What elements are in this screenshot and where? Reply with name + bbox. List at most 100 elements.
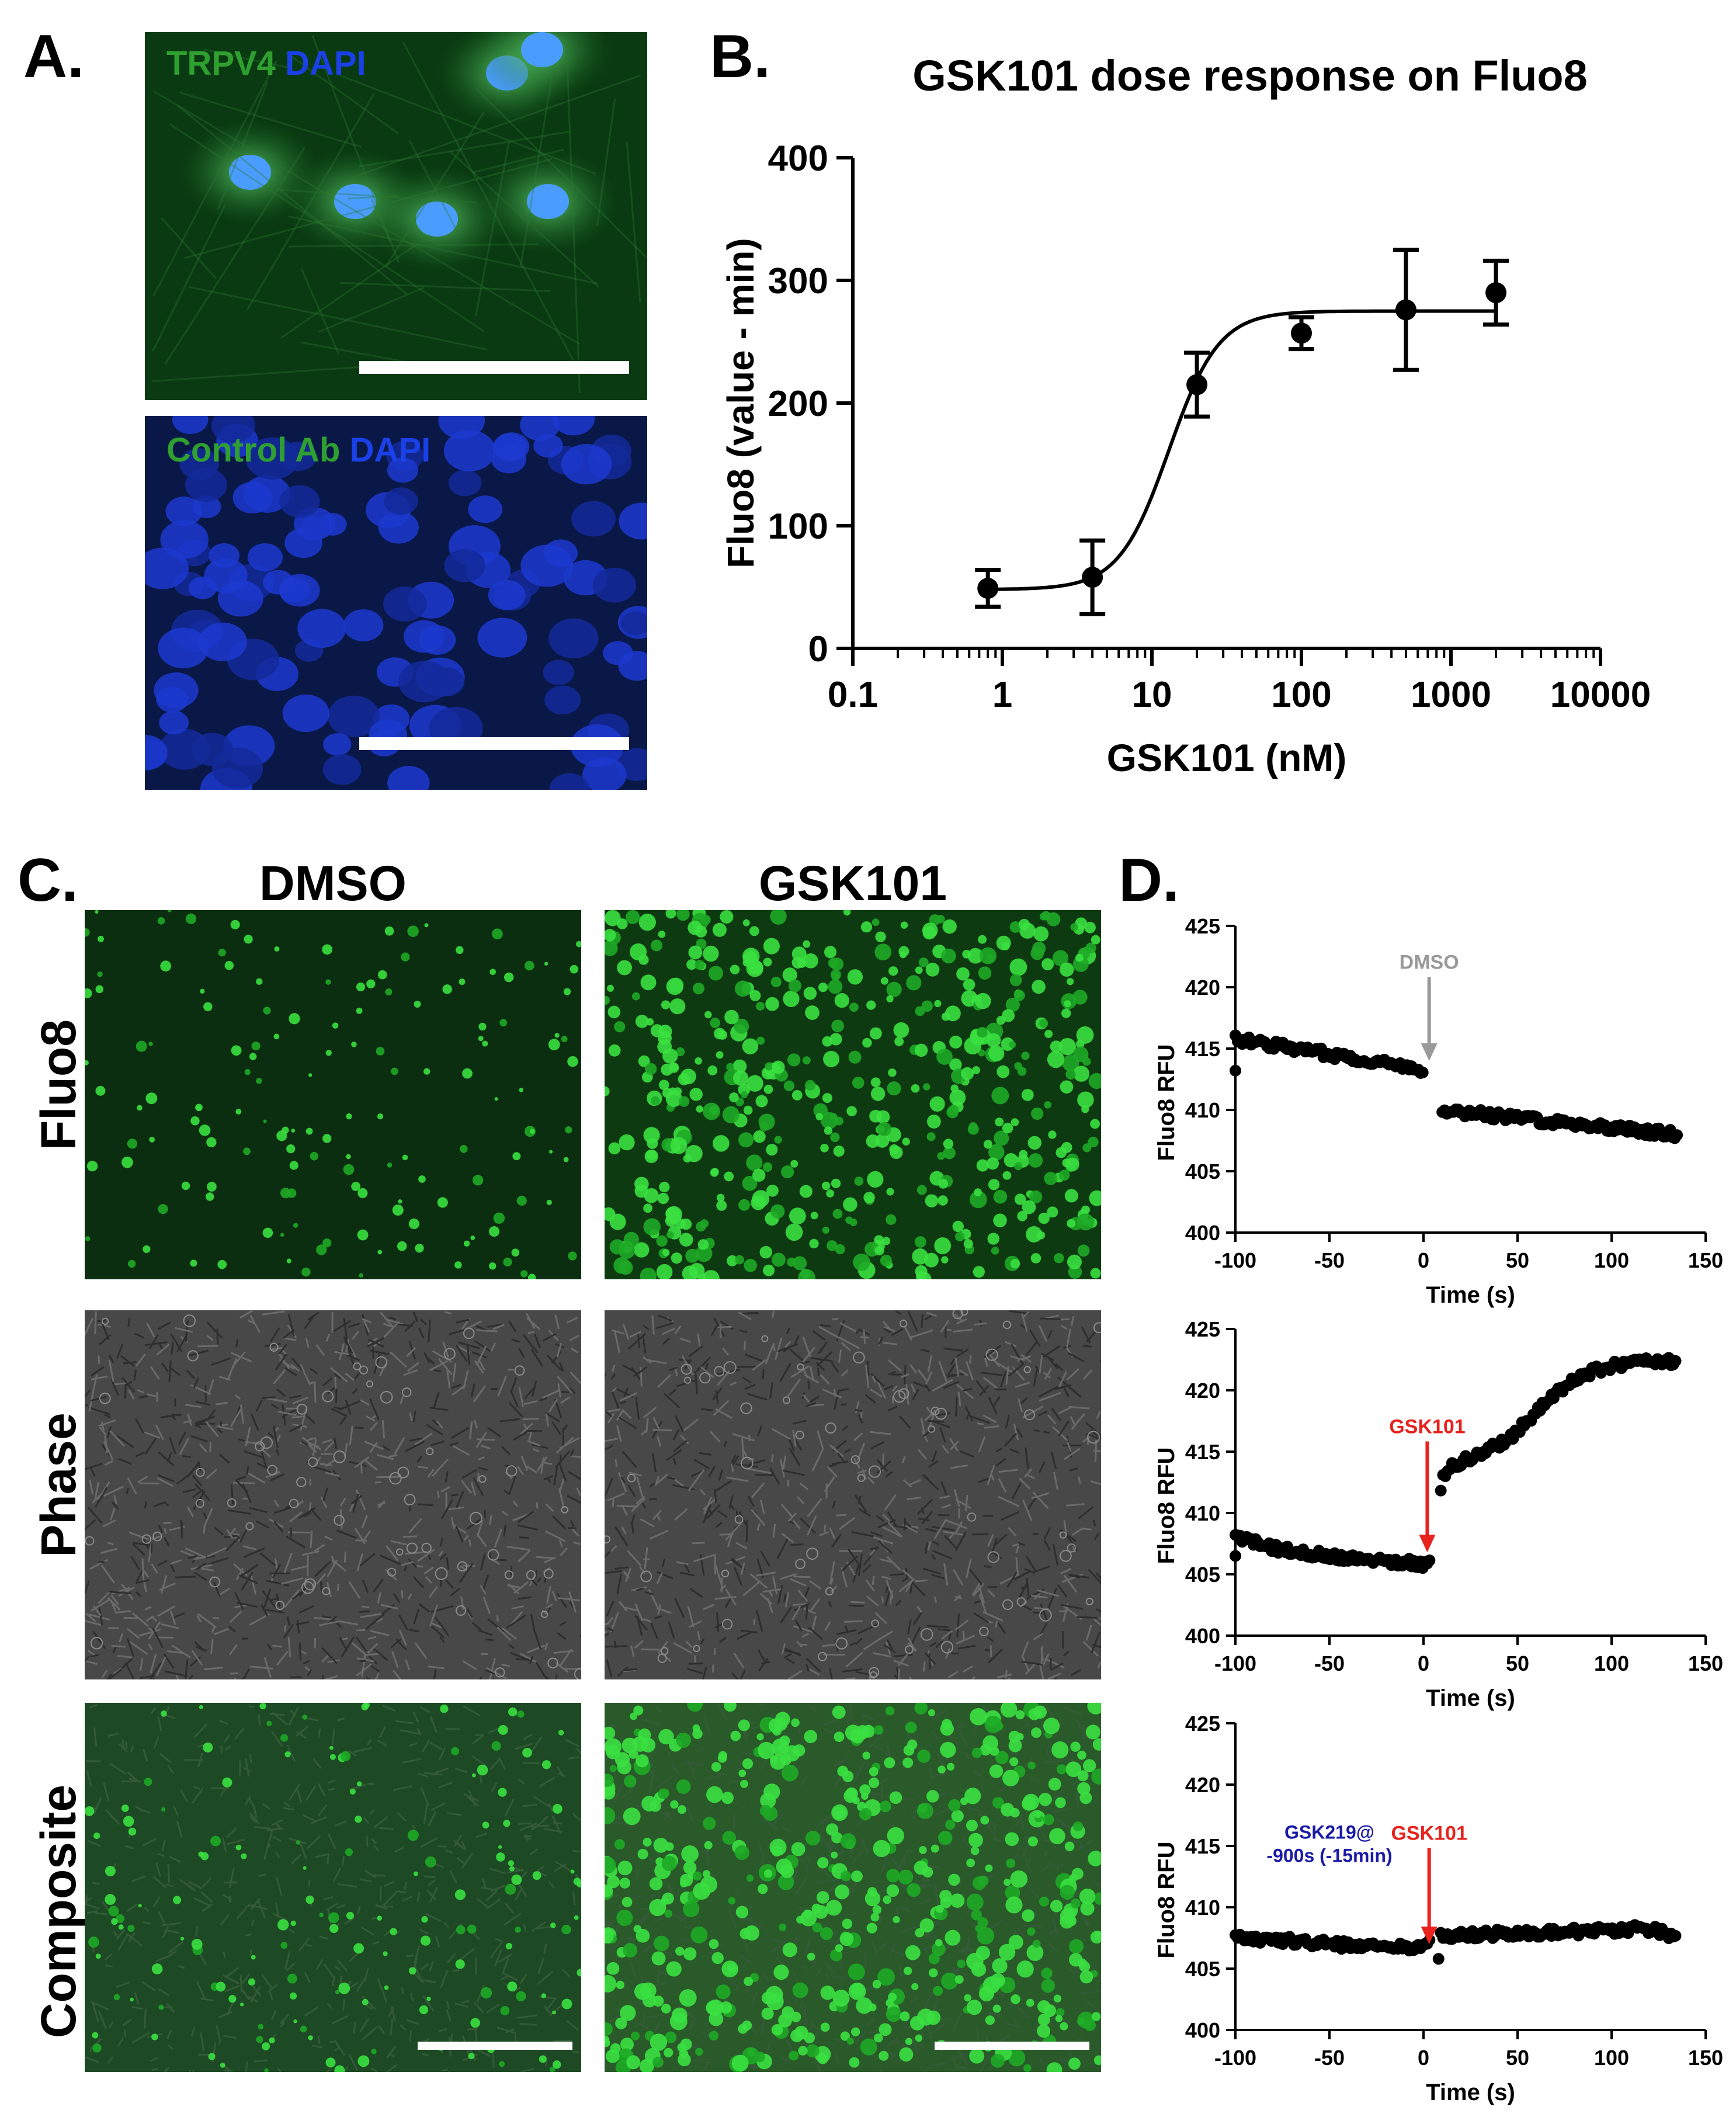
micrograph-gsk101-fluo8 bbox=[605, 910, 1101, 1279]
x-tick-label: 100 bbox=[1271, 675, 1331, 715]
label-blue-part: DAPI bbox=[349, 431, 431, 469]
y-tick-label: 410 bbox=[1185, 1098, 1220, 1122]
y-tick-label: 400 bbox=[1185, 1624, 1220, 1648]
label-green-part: TRPV4 bbox=[166, 44, 276, 82]
time-course-chart-dmso: 400 405 410 415 420 425 -100 -50 0 50 100 150 Time (… bbox=[1127, 911, 1723, 1320]
data-point bbox=[1395, 299, 1416, 321]
y-tick-label: 400 bbox=[1185, 1221, 1220, 1245]
y-tick-label: 425 bbox=[1185, 914, 1220, 938]
data-point bbox=[1230, 1064, 1241, 1077]
y-tick-label: 420 bbox=[1185, 1379, 1220, 1403]
y-axis-label: Fluo8 RFU bbox=[1154, 1044, 1179, 1161]
x-tick-label: -50 bbox=[1314, 1248, 1345, 1272]
x-tick-label: 10000 bbox=[1550, 675, 1651, 715]
y-tick-label: 415 bbox=[1185, 1834, 1220, 1858]
panel-letter-b: B. bbox=[710, 23, 770, 91]
x-tick-label: 0.1 bbox=[828, 675, 878, 715]
micrograph-texture bbox=[152, 32, 647, 393]
data-point bbox=[1416, 1066, 1429, 1078]
data-point bbox=[977, 578, 999, 599]
y-tick-label: 425 bbox=[1185, 1712, 1220, 1736]
y-tick-label: 0 bbox=[808, 629, 828, 669]
y-axis-label: Fluo8 (value - min) bbox=[720, 238, 762, 568]
data-point bbox=[1669, 1355, 1682, 1367]
x-tick-label: -50 bbox=[1314, 1651, 1345, 1675]
x-tick-label: 50 bbox=[1506, 1248, 1529, 1272]
micrograph-dmso-composite bbox=[85, 1703, 581, 2072]
y-axis-label: Fluo8 RFU bbox=[1154, 1448, 1179, 1564]
x-tick-label: 100 bbox=[1594, 1248, 1629, 1272]
micrograph-texture bbox=[605, 1703, 1101, 2072]
y-tick-label: 420 bbox=[1185, 976, 1220, 999]
x-axis-label: Time (s) bbox=[1426, 2080, 1515, 2105]
x-tick-label: 100 bbox=[1594, 1651, 1629, 1675]
data-point bbox=[1230, 1550, 1241, 1562]
data-point bbox=[1669, 1929, 1682, 1942]
x-tick-label: 100 bbox=[1594, 2046, 1629, 2070]
annotation-arrowhead bbox=[1421, 1043, 1438, 1061]
annotation-label: GSK101 bbox=[1391, 1823, 1467, 1845]
x-tick-label: 150 bbox=[1688, 1248, 1723, 1272]
scale-bar bbox=[359, 361, 629, 374]
micrograph-label-trpv4: TRPV4 DAPI bbox=[166, 47, 366, 81]
y-tick-label: 405 bbox=[1185, 1563, 1220, 1587]
data-points bbox=[1230, 1352, 1682, 1574]
data-point bbox=[1432, 1953, 1445, 1965]
scale-bar bbox=[418, 2042, 572, 2050]
row-label-phase: Phase bbox=[31, 1413, 86, 1557]
y-tick-label: 400 bbox=[768, 138, 828, 179]
micrograph-texture bbox=[605, 1310, 1101, 1679]
x-tick-label: -100 bbox=[1214, 1651, 1256, 1675]
x-tick-label: 0 bbox=[1418, 1651, 1429, 1675]
micrograph-control-dapi bbox=[145, 416, 647, 790]
annotation-arrowhead bbox=[1421, 1927, 1438, 1944]
time-course-chart-gsk219-gsk101: 400 405 410 415 420 425 -100 -50 0 50 100 150 Time (… bbox=[1127, 1709, 1723, 2117]
data-point bbox=[1082, 567, 1103, 588]
micrograph-gsk101-phase bbox=[605, 1310, 1101, 1679]
x-tick-label: 1 bbox=[992, 675, 1012, 715]
y-tick-label: 415 bbox=[1185, 1037, 1220, 1061]
micrograph-dmso-phase bbox=[85, 1310, 581, 1679]
micrograph-texture bbox=[85, 1310, 581, 1679]
data-points bbox=[1230, 1919, 1682, 1965]
y-tick-label: 300 bbox=[768, 261, 828, 301]
y-tick-label: 410 bbox=[1185, 1501, 1220, 1525]
x-tick-label: 10 bbox=[1132, 675, 1172, 715]
panel-letter-c: C. bbox=[18, 846, 78, 914]
x-tick-label: -50 bbox=[1314, 2046, 1345, 2070]
y-tick-label: 100 bbox=[768, 506, 828, 547]
annotation-label: DMSO bbox=[1400, 952, 1459, 974]
column-label-dmso: DMSO bbox=[259, 856, 407, 911]
data-points bbox=[1230, 1029, 1683, 1144]
x-tick-label: -100 bbox=[1214, 2046, 1256, 2070]
micrograph-texture bbox=[85, 910, 581, 1279]
row-label-composite: Composite bbox=[31, 1784, 86, 2039]
pretreatment-label: GSK219@ bbox=[1284, 1821, 1374, 1842]
x-tick-label: 0 bbox=[1418, 1248, 1429, 1272]
annotation-arrowhead bbox=[1419, 1535, 1436, 1553]
x-tick-label: 0 bbox=[1418, 2046, 1429, 2070]
micrograph-gsk101-composite bbox=[605, 1703, 1101, 2072]
data-point bbox=[1485, 282, 1507, 303]
dose-response-chart: GSK101 dose response on Fluo8 0 100 200 300 4… bbox=[707, 47, 1688, 789]
y-tick-label: 415 bbox=[1185, 1440, 1220, 1464]
x-axis-label: GSK101 (nM) bbox=[1107, 736, 1347, 779]
y-tick-label: 405 bbox=[1185, 1957, 1220, 1981]
panel-letter-d: D. bbox=[1119, 846, 1179, 914]
y-tick-label: 420 bbox=[1185, 1773, 1220, 1797]
y-tick-label: 405 bbox=[1185, 1160, 1220, 1184]
time-course-chart-gsk101: 400 405 410 415 420 425 -100 -50 0 50 100 150 Time (… bbox=[1127, 1314, 1723, 1723]
x-tick-label: 1000 bbox=[1411, 675, 1491, 715]
x-axis-label: Time (s) bbox=[1426, 1685, 1515, 1711]
column-label-gsk101: GSK101 bbox=[758, 856, 947, 911]
chart-title: GSK101 dose response on Fluo8 bbox=[912, 51, 1588, 100]
data-point bbox=[1435, 1484, 1447, 1497]
panel-letter-a: A. bbox=[23, 23, 84, 91]
annotation-label: GSK101 bbox=[1389, 1416, 1465, 1438]
fit-curve bbox=[988, 309, 1497, 591]
micrograph-trpv4-dapi bbox=[145, 32, 647, 400]
y-tick-label: 200 bbox=[768, 384, 828, 424]
micrograph-texture bbox=[85, 1703, 581, 2072]
micrograph-texture bbox=[605, 910, 1101, 1279]
